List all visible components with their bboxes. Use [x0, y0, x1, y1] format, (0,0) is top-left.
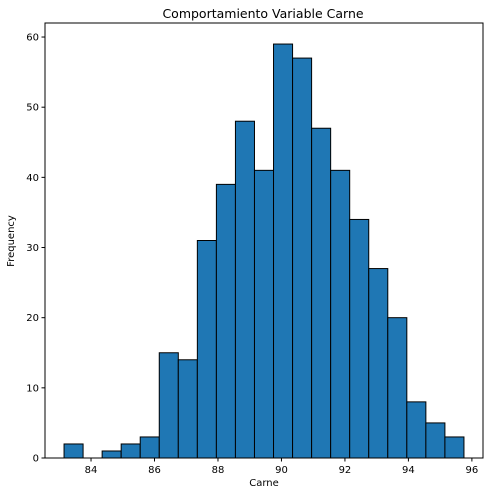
histogram-bar: [196, 240, 217, 459]
x-tick-label: 94: [402, 465, 415, 476]
x-tick-label: 88: [212, 465, 225, 476]
histogram-bar: [330, 169, 351, 459]
y-tick-label: 60: [26, 33, 39, 44]
histogram-bar: [273, 43, 294, 459]
y-tick-label: 30: [26, 243, 39, 254]
histogram-bar: [253, 169, 275, 459]
y-axis-label: Frequency: [6, 215, 17, 267]
x-tick-label: 90: [275, 465, 288, 476]
x-axis-label: Carne: [249, 478, 279, 489]
x-tick-label: 86: [148, 465, 161, 476]
y-tick-label: 40: [26, 173, 39, 184]
histogram-bar: [234, 120, 255, 459]
histogram-bar: [158, 352, 179, 459]
plot-frame: [44, 22, 484, 459]
bars-group: [63, 43, 465, 459]
histogram-bar: [311, 127, 332, 459]
histogram-bar: [120, 443, 141, 459]
y-tick-label: 10: [26, 383, 39, 394]
y-tick-label: 20: [26, 313, 39, 324]
histogram-bar: [101, 450, 122, 459]
x-tick-label: 96: [466, 465, 479, 476]
y-tick-label: 0: [33, 454, 39, 465]
x-tick-label: 92: [339, 465, 352, 476]
histogram-bar: [444, 436, 465, 459]
histogram-bar: [215, 183, 236, 459]
y-axis-ticks: 0 10 20 30 40 50 60: [26, 33, 45, 465]
x-tick-label: 84: [85, 465, 98, 476]
histogram-bar: [406, 401, 427, 459]
histogram-bar: [177, 359, 198, 459]
histogram-bar: [139, 436, 160, 459]
chart-title: Comportamiento Variable Carne: [162, 6, 363, 21]
histogram-bar: [349, 218, 370, 459]
y-tick-label: 50: [26, 103, 39, 114]
histogram-bar: [292, 57, 313, 459]
histogram-bar: [425, 422, 446, 459]
histogram-bar: [387, 317, 408, 459]
histogram-bar: [368, 268, 389, 459]
x-axis-ticks: 84 86 88 90 92 94 96: [85, 458, 479, 476]
histogram-bar: [63, 443, 84, 459]
